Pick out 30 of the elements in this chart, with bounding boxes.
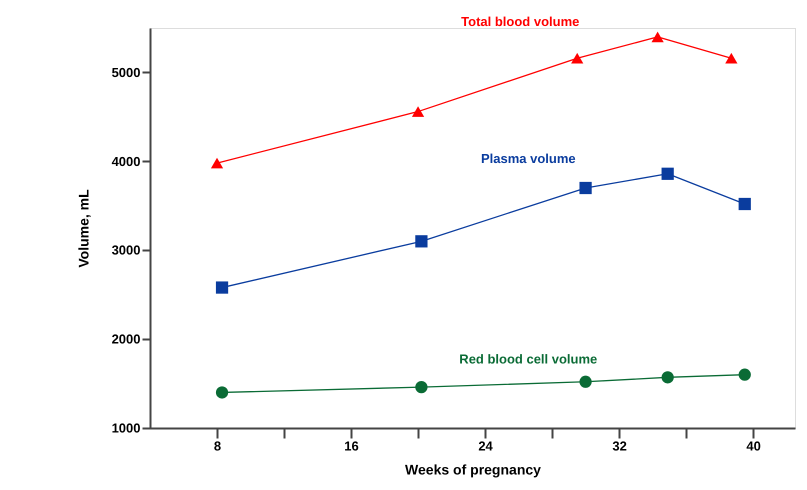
y-tick-label: 1000 <box>112 420 140 436</box>
y-tick-label: 2000 <box>112 332 140 347</box>
point <box>725 52 738 64</box>
point <box>210 158 224 168</box>
point <box>662 371 674 384</box>
y-tick-label: 5000 <box>112 64 140 80</box>
series-label: Total blood volume <box>461 14 580 29</box>
point <box>216 281 228 294</box>
y-axis-title: Volume, mL <box>76 188 92 268</box>
y-tick-label: 3000 <box>112 242 140 258</box>
point <box>662 168 674 180</box>
point <box>738 198 751 210</box>
point <box>412 106 424 117</box>
x-tick-label: 8 <box>214 438 222 454</box>
series-label: Plasma volume <box>480 150 576 166</box>
point <box>415 381 428 394</box>
y-tick-label: 4000 <box>112 154 140 169</box>
x-tick-label: 32 <box>612 438 627 454</box>
x-axis-title: Weeks of pregnancy <box>405 462 542 478</box>
x-tick-label: 40 <box>746 438 761 454</box>
point <box>216 386 228 399</box>
x-tick-label: 24 <box>478 438 494 454</box>
series-label: Red blood cell volume <box>459 352 598 367</box>
x-tick-label: 16 <box>344 438 359 454</box>
point <box>579 376 592 388</box>
point <box>652 32 664 42</box>
point <box>579 182 592 194</box>
point <box>415 235 428 248</box>
point <box>571 52 584 64</box>
point <box>738 368 751 381</box>
